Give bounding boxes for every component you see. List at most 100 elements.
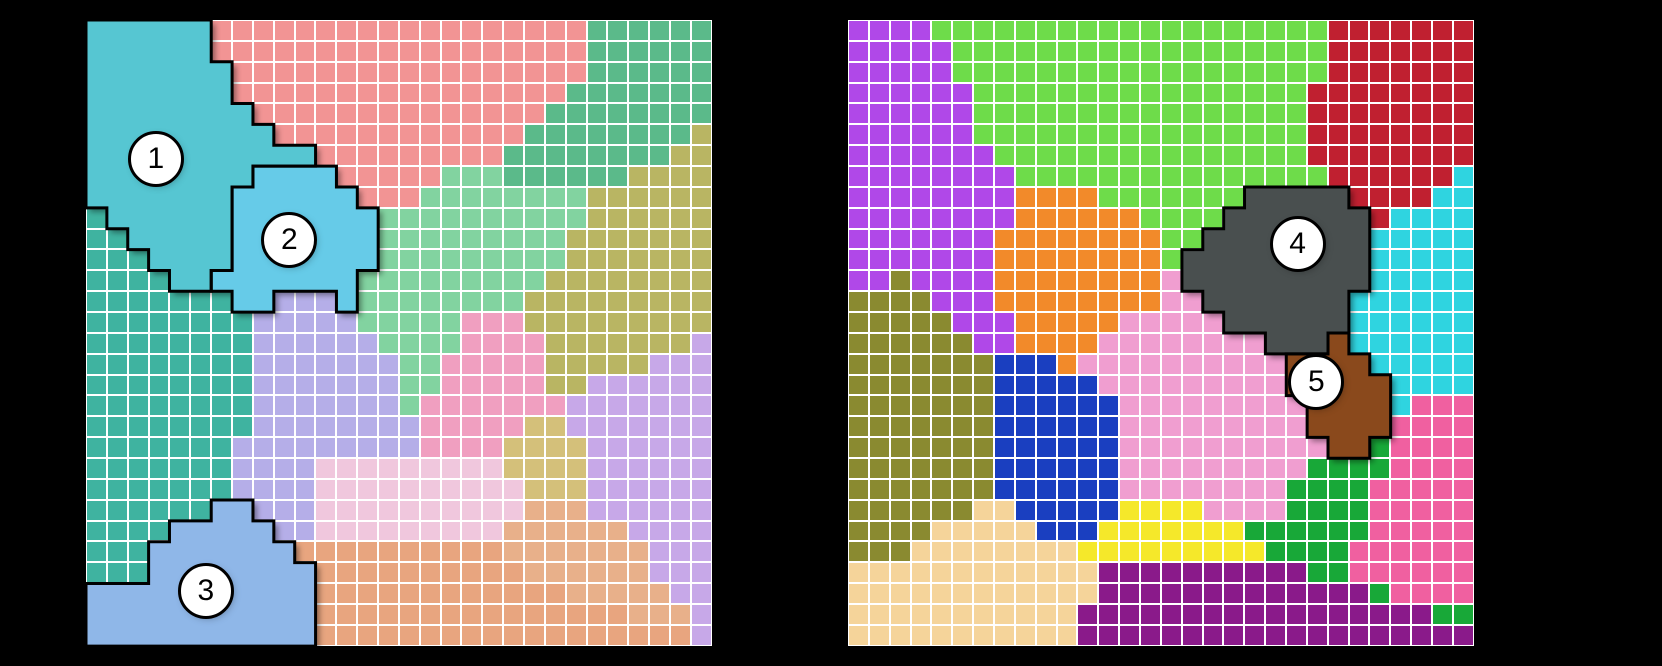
grid-cell [890, 249, 911, 270]
grid-cell [1390, 458, 1411, 479]
grid-cell [994, 437, 1015, 458]
grid-cell [1036, 62, 1057, 83]
grid-cell [587, 229, 608, 250]
grid-cell [1265, 62, 1286, 83]
grid-cell [1349, 625, 1370, 646]
grid-cell [1349, 270, 1370, 291]
grid-cell [1015, 103, 1036, 124]
grid-cell [848, 521, 869, 542]
grid-cell [149, 20, 170, 41]
grid-cell [1453, 20, 1474, 41]
grid-cell [420, 20, 441, 41]
grid-cell [1077, 270, 1098, 291]
grid-cell [1015, 395, 1036, 416]
grid-cell [1140, 479, 1161, 500]
grid-cell [128, 521, 149, 542]
grid-cell [503, 166, 524, 187]
grid-cell [973, 333, 994, 354]
grid-cell [973, 604, 994, 625]
grid-cell [1349, 604, 1370, 625]
grid-cell [649, 416, 670, 437]
grid-cell [670, 625, 691, 646]
grid-cell [848, 62, 869, 83]
grid-cell [1328, 124, 1349, 145]
grid-cell [931, 249, 952, 270]
grid-cell [1077, 375, 1098, 396]
grid-cell [1119, 103, 1140, 124]
grid-cell [545, 145, 566, 166]
grid-cell [1265, 437, 1286, 458]
grid-cell [1098, 187, 1119, 208]
grid-cell [628, 541, 649, 562]
grid-cell [691, 583, 712, 604]
grid-cell [607, 103, 628, 124]
grid-cell [952, 333, 973, 354]
grid-cell [441, 166, 462, 187]
grid-cell [1203, 521, 1224, 542]
grid-cell [128, 458, 149, 479]
grid-cell [524, 541, 545, 562]
grid-cell [190, 541, 211, 562]
grid-cell [587, 312, 608, 333]
grid-cell [1369, 395, 1390, 416]
grid-cell [399, 187, 420, 208]
grid-cell [1307, 604, 1328, 625]
grid-cell [1119, 229, 1140, 250]
grid-cell [1349, 416, 1370, 437]
grid-cell [1223, 625, 1244, 646]
grid-cell [441, 541, 462, 562]
grid-cell [607, 333, 628, 354]
grid-cell [524, 20, 545, 41]
grid-cell [1098, 83, 1119, 104]
grid-cell [1182, 103, 1203, 124]
grid-cell [378, 479, 399, 500]
grid-cell [128, 416, 149, 437]
grid-cell [607, 500, 628, 521]
grid-cell [1182, 479, 1203, 500]
grid-cell [952, 312, 973, 333]
grid-cell [911, 312, 932, 333]
grid-cell [1244, 562, 1265, 583]
grid-cell [1453, 83, 1474, 104]
grid-cell [691, 291, 712, 312]
grid-cell [1140, 521, 1161, 542]
grid-cell [399, 354, 420, 375]
grid-cell [1161, 479, 1182, 500]
grid-cell [1390, 479, 1411, 500]
grid-cell [911, 166, 932, 187]
grid-cell [128, 333, 149, 354]
grid-cell [1244, 145, 1265, 166]
grid-cell [128, 187, 149, 208]
grid-cell [1057, 354, 1078, 375]
grid-cell [107, 541, 128, 562]
grid-cell [628, 312, 649, 333]
marker-2: 2 [261, 212, 317, 268]
grid-cell [649, 145, 670, 166]
grid-cell [1349, 354, 1370, 375]
grid-cell [441, 208, 462, 229]
grid-cell [399, 375, 420, 396]
grid-cell [1328, 604, 1349, 625]
grid-cell [211, 270, 232, 291]
grid-cell [1432, 124, 1453, 145]
grid-cell [378, 562, 399, 583]
grid-cell [1307, 333, 1328, 354]
grid-cell [890, 208, 911, 229]
grid-cell [336, 541, 357, 562]
grid-cell [524, 249, 545, 270]
grid-cell [169, 375, 190, 396]
grid-cell [378, 145, 399, 166]
grid-cell [232, 312, 253, 333]
grid-cell [607, 62, 628, 83]
grid-cell [1369, 291, 1390, 312]
grid-cell [253, 500, 274, 521]
grid-cell [911, 479, 932, 500]
grid-cell [1244, 333, 1265, 354]
grid-cell [931, 500, 952, 521]
grid-cell [399, 208, 420, 229]
grid-cell [1307, 124, 1328, 145]
grid-cell [566, 124, 587, 145]
grid-cell [524, 583, 545, 604]
grid-cell [1077, 312, 1098, 333]
grid-cell [1119, 562, 1140, 583]
